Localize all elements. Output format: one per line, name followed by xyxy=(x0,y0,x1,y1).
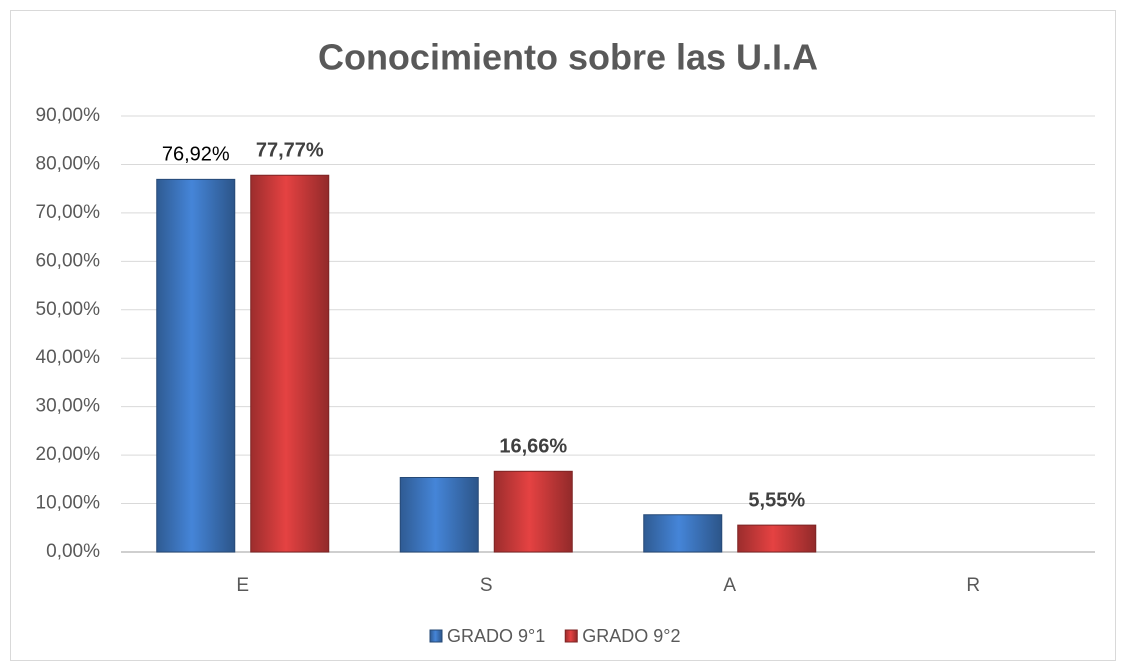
chart-title: Conocimiento sobre las U.I.A xyxy=(318,37,818,78)
y-tick-label: 60,00% xyxy=(36,250,101,271)
x-tick-label: E xyxy=(236,575,249,596)
x-tick-label: R xyxy=(966,575,980,596)
y-tick-label: 40,00% xyxy=(36,347,101,368)
legend-swatch xyxy=(429,629,443,643)
bar xyxy=(493,470,573,553)
data-label: 5,55% xyxy=(748,489,805,511)
legend-label: GRADO 9°2 xyxy=(582,626,680,646)
y-tick-label: 30,00% xyxy=(36,396,101,417)
bar xyxy=(250,174,330,553)
bar xyxy=(737,524,817,553)
data-label: 77,77% xyxy=(256,140,324,162)
data-label: 16,66% xyxy=(499,436,567,458)
data-label: 76,92% xyxy=(162,144,230,166)
legend-swatch xyxy=(564,629,578,643)
x-tick-label: S xyxy=(480,575,493,596)
y-tick-label: 50,00% xyxy=(36,299,101,320)
y-tick-label: 20,00% xyxy=(36,444,101,465)
legend-label: GRADO 9°1 xyxy=(447,626,545,646)
y-tick-label: 10,00% xyxy=(36,493,101,514)
y-tick-label: 80,00% xyxy=(36,153,101,174)
y-tick-label: 90,00% xyxy=(36,105,101,126)
bar xyxy=(643,514,723,553)
bar xyxy=(156,178,236,553)
bar xyxy=(399,476,479,553)
y-tick-label: 70,00% xyxy=(36,202,101,223)
x-tick-label: A xyxy=(723,575,736,596)
y-tick-label: 0,00% xyxy=(46,541,100,562)
